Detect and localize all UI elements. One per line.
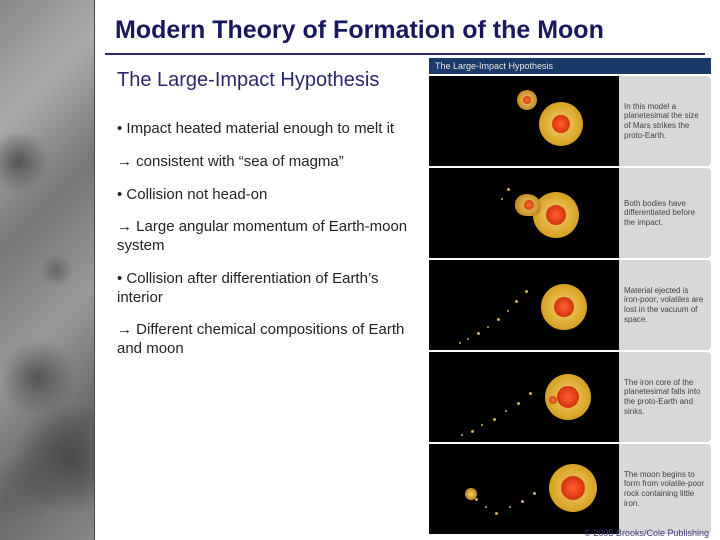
panel-caption: Material ejected is iron-poor; volatiles… xyxy=(619,260,711,350)
panel-row: The iron core of the planetesimal falls … xyxy=(429,352,711,442)
bullet-item: → Different chemical compositions of Ear… xyxy=(117,321,422,359)
bullet-list: • Impact heated material enough to melt … xyxy=(117,120,422,373)
slide-title: Modern Theory of Formation of the Moon xyxy=(105,0,705,55)
panel-image-4 xyxy=(429,352,619,442)
slide-content: Modern Theory of Formation of the Moon T… xyxy=(105,0,715,540)
diagram-panels: The Large-Impact Hypothesis In this mode… xyxy=(429,58,711,534)
panel-image-1 xyxy=(429,76,619,166)
bullet-item: → consistent with “sea of magma” xyxy=(117,153,422,172)
bullet-item: → Large angular momentum of Earth-moon s… xyxy=(117,218,422,256)
panel-caption: The iron core of the planetesimal falls … xyxy=(619,352,711,442)
panel-row: Material ejected is iron-poor; volatiles… xyxy=(429,260,711,350)
bullet-item: • Collision not head-on xyxy=(117,186,422,205)
panel-caption: In this model a planetesimal the size of… xyxy=(619,76,711,166)
bullet-item: • Collision after differentiation of Ear… xyxy=(117,270,422,308)
panel-image-5 xyxy=(429,444,619,534)
panel-row: The moon begins to form from volatile-po… xyxy=(429,444,711,534)
moon-surface-image xyxy=(0,0,95,540)
panel-caption: The moon begins to form from volatile-po… xyxy=(619,444,711,534)
panel-image-2 xyxy=(429,168,619,258)
panel-row: Both bodies have differentiated before t… xyxy=(429,168,711,258)
bullet-item: • Impact heated material enough to melt … xyxy=(117,120,422,139)
panel-image-3 xyxy=(429,260,619,350)
panel-caption: Both bodies have differentiated before t… xyxy=(619,168,711,258)
copyright-credit: © 2005 Brooks/Cole Publishing xyxy=(584,528,709,538)
panel-row: In this model a planetesimal the size of… xyxy=(429,76,711,166)
panel-header: The Large-Impact Hypothesis xyxy=(429,58,711,74)
